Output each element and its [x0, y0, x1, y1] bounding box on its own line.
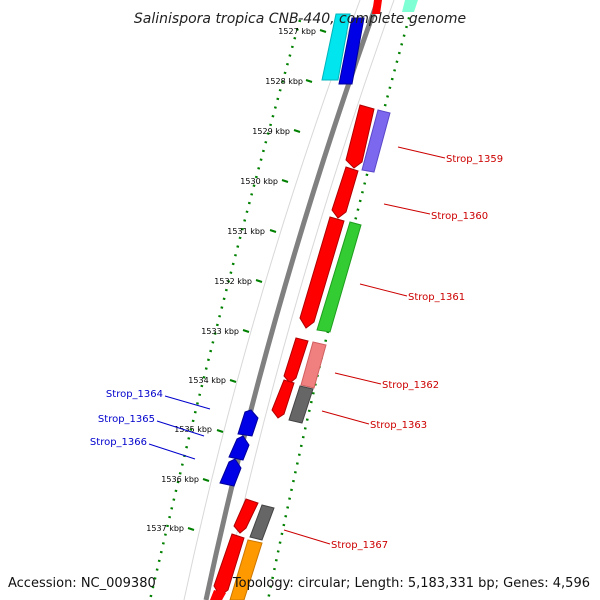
cds-strop-1364 [237, 409, 259, 437]
gene-label-strop-1365: Strop_1365 [98, 414, 155, 425]
scale-label: 1527 kbp [278, 27, 316, 36]
cds-strop-1360 [331, 166, 359, 219]
scale-ticks [187, 29, 327, 531]
cds-cyan [321, 13, 351, 81]
genome-backbone [203, 0, 381, 600]
scale-label: 1535 kbp [174, 425, 212, 434]
cds-green-1361 [316, 221, 362, 333]
scale-label: 1536 kbp [161, 475, 199, 484]
cds-blue-top [338, 17, 365, 85]
scale-label: 1528 kbp [265, 77, 303, 86]
gene-label-strop-1366: Strop_1366 [90, 437, 147, 448]
backbone-outline-left [183, 0, 361, 600]
cds-strop-1361 [299, 216, 345, 329]
scale-ring-inner [148, 19, 302, 600]
scale-label: 1537 kbp [146, 524, 184, 533]
scale-label: 1529 kbp [252, 127, 290, 136]
cds-red-top [372, 0, 382, 14]
topology-text: Topology: circular; Length: 5,183,331 bp… [232, 576, 590, 591]
gene-label-strop-1363: Strop_1363 [370, 420, 427, 431]
gene-label-strop-1360: Strop_1360 [431, 211, 488, 222]
cds-strop-1367 [233, 498, 259, 534]
scale-label: 1531 kbp [227, 227, 265, 236]
callout-lines-reverse [148, 395, 211, 460]
gene-label-strop-1364: Strop_1364 [106, 389, 163, 400]
cds-orange-bottom [229, 539, 263, 600]
cds-strop-1362 [283, 337, 309, 384]
scale-label: 1530 kbp [240, 177, 278, 186]
scale-label: 1532 kbp [214, 277, 252, 286]
cds-strop-1363 [271, 379, 295, 419]
scale-ring-outer [266, 0, 416, 600]
cds-gray-1363 [288, 385, 314, 424]
cds-strop-1365 [228, 435, 250, 461]
scale-label: 1533 kbp [201, 327, 239, 336]
accession-text: Accession: NC_009380 [8, 576, 156, 591]
gene-label-strop-1361: Strop_1361 [408, 292, 465, 303]
cds-gray-1367 [249, 504, 275, 541]
cds-purple-1359 [361, 109, 391, 173]
gene-label-strop-1367: Strop_1367 [331, 540, 388, 551]
cds-strop-1359 [345, 104, 375, 169]
cds-strop-1366 [219, 458, 242, 487]
map-title: Salinispora tropica CNB-440, complete ge… [134, 11, 466, 27]
scale-label: 1534 kbp [188, 376, 226, 385]
gene-label-strop-1362: Strop_1362 [382, 380, 439, 391]
gene-label-strop-1359: Strop_1359 [446, 154, 503, 165]
cds-pink-1362 [300, 341, 327, 389]
cds-red-bottom-b [210, 590, 226, 600]
cds-teal-top [402, 0, 418, 12]
callout-lines-forward [283, 146, 446, 545]
